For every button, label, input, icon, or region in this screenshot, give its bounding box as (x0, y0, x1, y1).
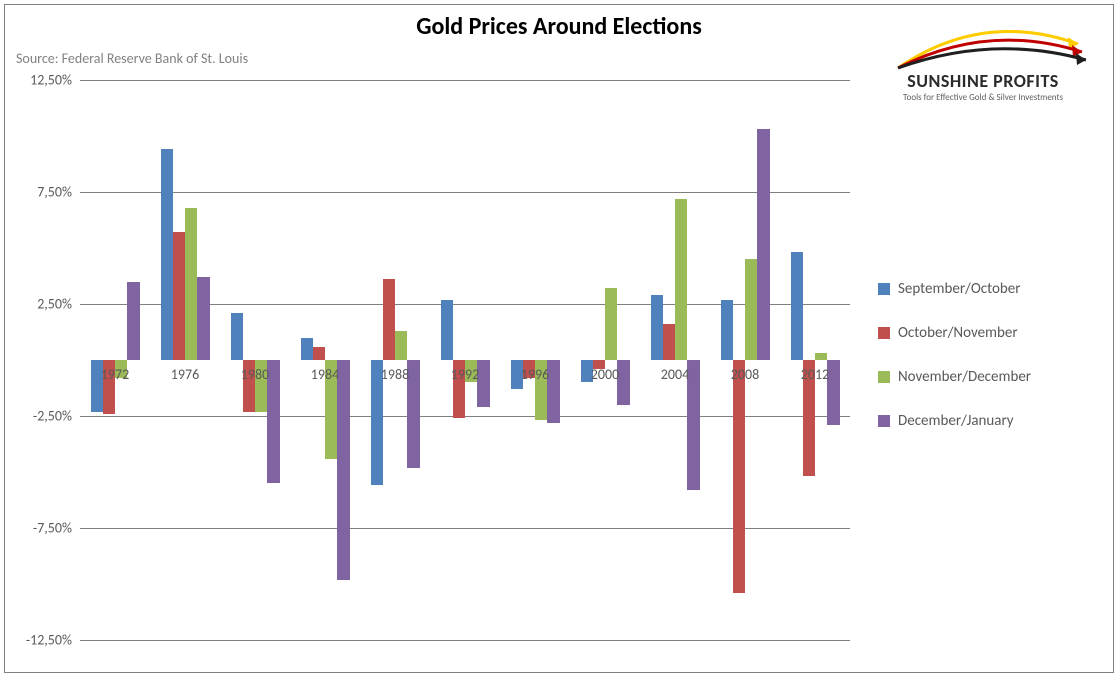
bar (651, 295, 663, 360)
x-axis-label: 1988 (381, 366, 409, 383)
x-axis-label: 1972 (101, 366, 129, 383)
gridline (80, 192, 850, 193)
x-axis-label: 2012 (801, 366, 829, 383)
legend-swatch-icon (878, 327, 890, 339)
x-axis-label: 1984 (311, 366, 339, 383)
legend-label: November/December (898, 368, 1031, 386)
bar (337, 360, 349, 580)
bar (675, 199, 687, 360)
bar (791, 252, 803, 360)
bar (185, 208, 197, 360)
bar (757, 129, 769, 360)
gridline (80, 80, 850, 81)
brand-logo: SUNSHINE PROFITS Tools for Effective Gol… (868, 30, 1098, 103)
bar (301, 338, 313, 360)
bar (605, 288, 617, 360)
legend-swatch-icon (878, 415, 890, 427)
bar (313, 347, 325, 360)
logo-tagline: Tools for Effective Gold & Silver Invest… (868, 92, 1098, 103)
legend: September/October October/November Novem… (878, 280, 1098, 456)
y-axis-label: 12,50% (30, 72, 72, 89)
x-axis-label: 2004 (661, 366, 689, 383)
legend-label: October/November (898, 324, 1018, 342)
legend-item: December/January (878, 412, 1098, 430)
bar (161, 149, 173, 360)
bar (127, 282, 139, 360)
legend-item: September/October (878, 280, 1098, 298)
y-axis-label: 7,50% (37, 184, 72, 201)
x-axis-label: 1976 (171, 366, 199, 383)
legend-swatch-icon (878, 283, 890, 295)
y-axis-label: 2,50% (37, 296, 72, 313)
y-axis-label: -7,50% (33, 520, 72, 537)
bar (721, 300, 733, 360)
x-axis-label: 1992 (451, 366, 479, 383)
plot-area: -12,50%-7,50%-2,50%2,50%7,50%12,50%19721… (80, 80, 850, 640)
y-axis-label: -12,50% (26, 632, 72, 649)
source-label: Source: Federal Reserve Bank of St. Loui… (16, 50, 248, 67)
bar (197, 277, 209, 360)
bar (441, 300, 453, 360)
bar (815, 353, 827, 360)
legend-label: December/January (898, 412, 1014, 430)
legend-swatch-icon (878, 371, 890, 383)
gridline (80, 640, 850, 641)
x-axis-label: 2000 (591, 366, 619, 383)
logo-text: SUNSHINE PROFITS (868, 70, 1098, 92)
bar (745, 259, 757, 360)
bar (231, 313, 243, 360)
legend-item: October/November (878, 324, 1098, 342)
y-axis-label: -2,50% (33, 408, 72, 425)
bar (395, 331, 407, 360)
legend-item: November/December (878, 368, 1098, 386)
x-axis-label: 2008 (731, 366, 759, 383)
bar (383, 279, 395, 360)
bar (733, 360, 745, 593)
bar (663, 324, 675, 360)
x-axis-label: 1980 (241, 366, 269, 383)
legend-label: September/October (898, 280, 1020, 298)
bar (173, 232, 185, 360)
x-axis-label: 1996 (521, 366, 549, 383)
logo-arcs-icon (868, 30, 1098, 70)
